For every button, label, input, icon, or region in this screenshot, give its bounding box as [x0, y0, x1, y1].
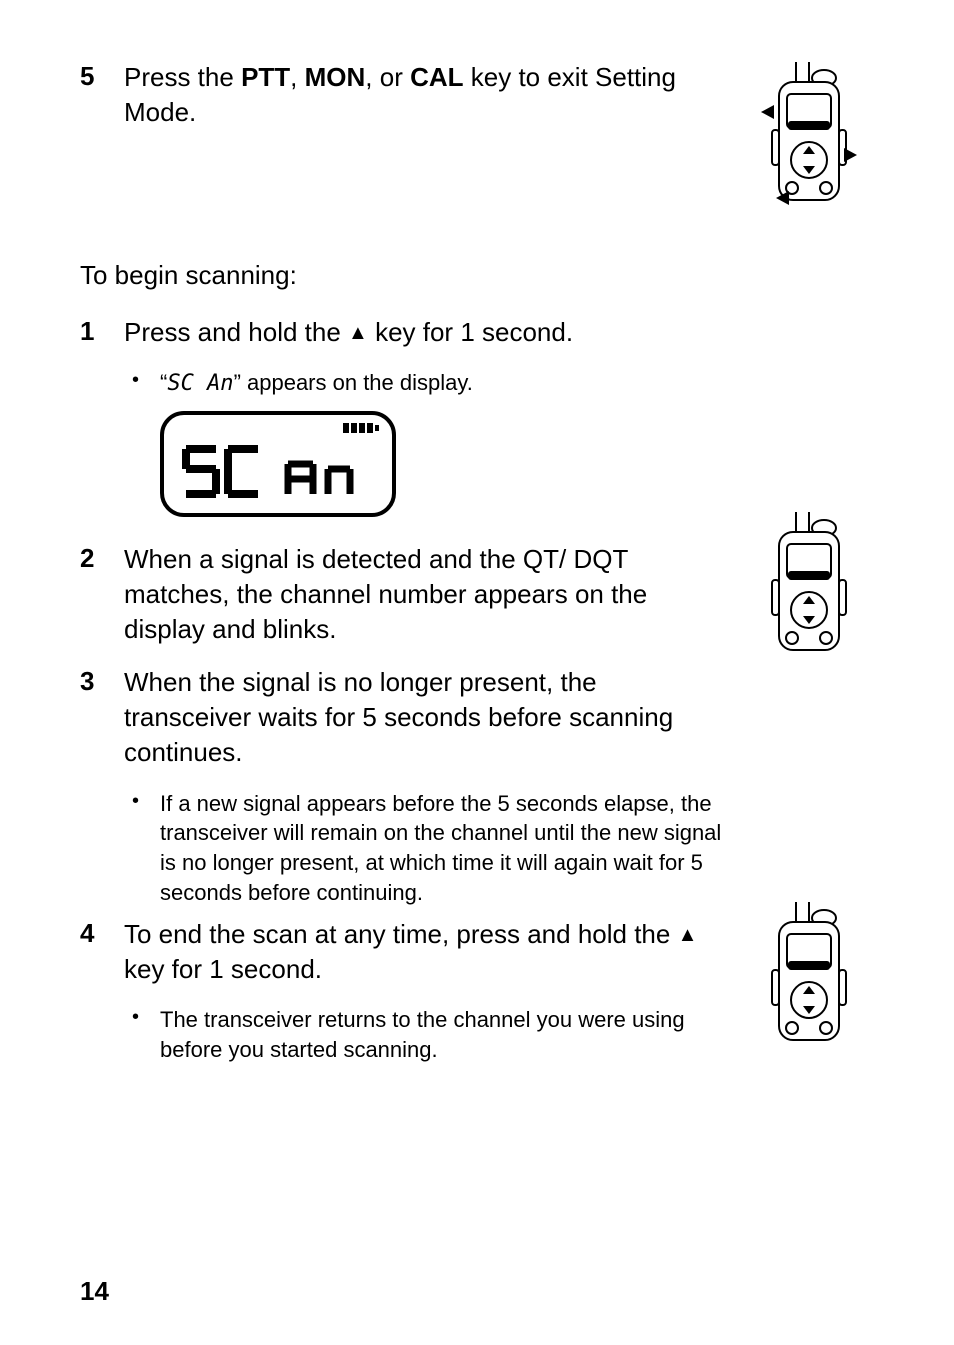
- lcd-display-illustration: [158, 409, 874, 524]
- step-number: 1: [80, 315, 124, 349]
- key-cal: CAL: [410, 62, 463, 92]
- bullet-icon: •: [132, 368, 160, 392]
- step-number: 2: [80, 542, 124, 576]
- step-text: When the signal is no longer present, th…: [124, 665, 874, 770]
- step-3-sublist: • If a new signal appears before the 5 s…: [132, 789, 874, 908]
- step-number: 3: [80, 665, 124, 699]
- text-fragment: key for 1 second.: [124, 954, 322, 984]
- up-triangle-icon: ▲: [348, 320, 368, 347]
- display-code: SC An: [167, 371, 233, 396]
- text-fragment: ,: [290, 62, 304, 92]
- bullet-icon: •: [132, 789, 160, 813]
- step-3: 3 When the signal is no longer present, …: [80, 665, 874, 770]
- intro-text: To begin scanning:: [80, 260, 874, 291]
- step-1: 1 Press and hold the ▲ key for 1 second.: [80, 315, 874, 350]
- step-number: 4: [80, 917, 124, 951]
- text-fragment: To end the scan at any time, press and h…: [124, 919, 678, 949]
- radio-illustration-3: [754, 900, 864, 1050]
- text-fragment: ” appears on the display.: [234, 370, 473, 395]
- key-ptt: PTT: [241, 62, 290, 92]
- text-fragment: , or: [365, 62, 410, 92]
- text-fragment: Press and hold the: [124, 317, 348, 347]
- bullet-text: If a new signal appears before the 5 sec…: [160, 789, 874, 908]
- up-triangle-icon: ▲: [678, 922, 698, 949]
- text-fragment: key for 1 second.: [368, 317, 573, 347]
- text-fragment: Press the: [124, 62, 241, 92]
- step-1-sublist: • “SC An” appears on the display.: [132, 368, 874, 399]
- radio-illustration-2: [754, 510, 864, 660]
- bullet-text: “SC An” appears on the display.: [160, 368, 623, 399]
- radio-illustration-1: [754, 60, 864, 210]
- key-mon: MON: [305, 62, 366, 92]
- bullet-icon: •: [132, 1005, 160, 1029]
- step-number: 5: [80, 60, 124, 94]
- step-text: Press and hold the ▲ key for 1 second.: [124, 315, 874, 350]
- page-number: 14: [80, 1276, 109, 1307]
